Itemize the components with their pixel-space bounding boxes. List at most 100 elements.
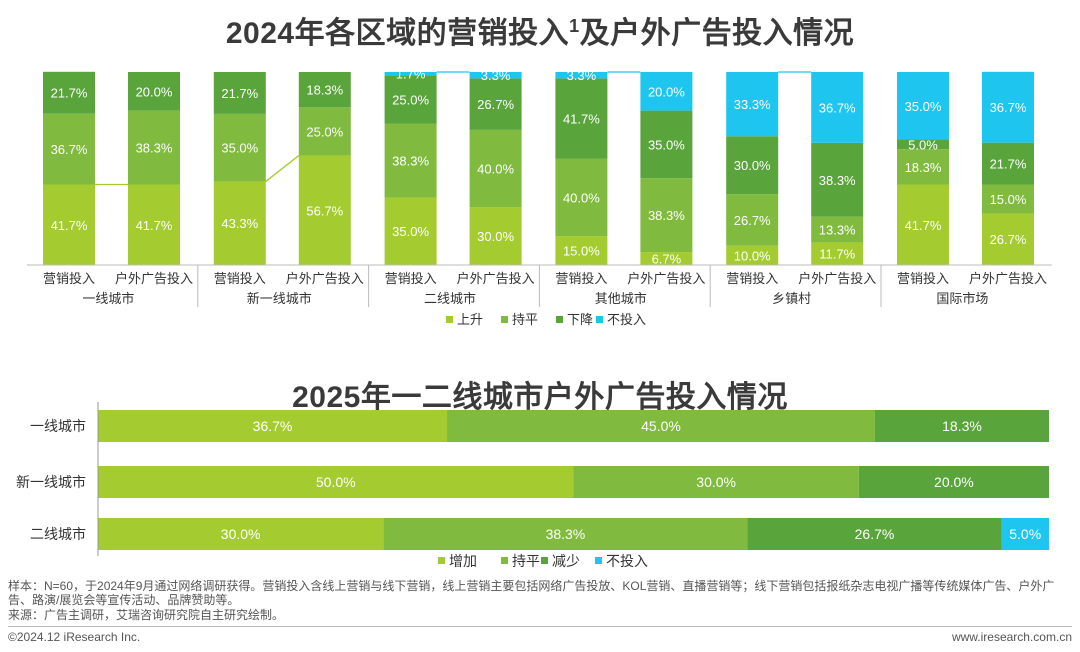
legend-swatch [438, 557, 445, 564]
bar-segment [858, 466, 1049, 498]
data-label: 35.0% [648, 137, 685, 152]
bar-segment [213, 113, 266, 182]
legend-swatch [541, 557, 548, 564]
footnote-source: 来源：广告主调研，艾瑞咨询研究院自主研究绘制。 [8, 608, 285, 622]
bar-segment [982, 142, 1034, 185]
data-label: 26.7% [477, 97, 514, 112]
bar-segment [128, 110, 180, 185]
bar-segment [213, 72, 266, 114]
legend-label: 下降 [567, 312, 593, 327]
data-label: 26.7% [855, 526, 895, 542]
legend-swatch [556, 316, 563, 323]
row-category-label: 新一线城市 [16, 474, 86, 490]
bar-category-label: 营销投入 [726, 271, 778, 286]
data-label: 35.0% [905, 99, 942, 114]
bar-category-label: 营销投入 [385, 271, 437, 286]
data-label: 18.3% [942, 418, 982, 434]
bar-segment [640, 72, 693, 111]
bar-segment [43, 71, 95, 114]
bar-segment [726, 194, 779, 246]
data-label: 20.0% [934, 474, 974, 490]
bar-segment [726, 72, 779, 137]
data-label: 6.7% [652, 252, 682, 267]
data-label: 18.3% [306, 83, 343, 98]
bar-segment [982, 213, 1034, 265]
bar-segment [811, 142, 864, 217]
bar-segment [384, 197, 437, 265]
data-label: 25.0% [306, 124, 343, 139]
data-label: 15.0% [563, 244, 600, 259]
bar-segment [640, 110, 693, 179]
data-label: 15.0% [990, 192, 1027, 207]
data-label: 26.7% [990, 232, 1027, 247]
bar-segment [128, 72, 180, 111]
bar-segment [982, 71, 1034, 143]
data-label: 41.7% [563, 112, 600, 127]
bar-segment [128, 184, 180, 265]
bar-category-label: 户外广告投入 [286, 271, 364, 286]
bar-category-label: 户外广告投入 [115, 271, 193, 286]
data-label: 45.0% [641, 418, 681, 434]
legend-label: 减少 [552, 553, 580, 569]
data-label: 30.0% [477, 229, 514, 244]
bar-segment [298, 155, 351, 265]
data-label: 18.3% [905, 160, 942, 175]
bar-segment [897, 139, 949, 150]
bar-segment [469, 129, 522, 208]
data-label: 21.7% [990, 157, 1027, 172]
legend-swatch [595, 557, 602, 564]
bar-segment [469, 72, 522, 79]
bar-segment [213, 181, 266, 265]
bar-segment [874, 410, 1049, 442]
data-label: 33.3% [734, 97, 771, 112]
data-label: 30.0% [696, 474, 736, 490]
bar-segment [555, 158, 608, 237]
footer-copyright: ©2024.12 iResearch Inc. [8, 630, 141, 644]
bar-segment [897, 184, 949, 265]
bar-category-label: 营销投入 [43, 271, 95, 286]
bar-segment [811, 216, 864, 243]
footer-divider [8, 626, 1072, 627]
group-label: 乡镇村 [772, 291, 811, 306]
legend-label: 不投入 [607, 312, 646, 327]
top-chart-title-tail: 及户外广告投入情况 [579, 17, 855, 50]
bar-segment [469, 78, 522, 130]
bar-segment [98, 410, 448, 442]
data-label: 40.0% [563, 190, 600, 205]
data-label: 36.7% [51, 142, 88, 157]
bar-category-label: 户外广告投入 [969, 271, 1047, 286]
data-label: 35.0% [221, 141, 258, 156]
legend-label: 持平 [512, 553, 540, 569]
group-label: 新一线城市 [247, 291, 312, 306]
bar-segment [384, 72, 437, 76]
data-label: 38.3% [136, 141, 173, 156]
data-label: 41.7% [905, 218, 942, 233]
data-label: 41.7% [136, 218, 173, 233]
data-label: 1.7% [396, 67, 426, 82]
bar-segment [982, 184, 1034, 214]
bottom-chart-title: 2025年一二线城市户外广告投入情况 [292, 381, 788, 414]
data-label: 56.7% [306, 203, 343, 218]
data-label: 10.0% [734, 248, 771, 263]
regional-investment-chart: 41.7% 36.7% 21.7% 营销投入 41.7% 38.3% 20.0% 户外广告投入… [27, 67, 1052, 327]
data-label: 36.7% [990, 100, 1027, 115]
data-label: 38.3% [546, 526, 586, 542]
bar-segment [726, 136, 779, 195]
bar-segment [747, 518, 1002, 550]
legend-label: 持平 [512, 312, 538, 327]
bar-segment [298, 107, 351, 156]
top-chart-title-footnote-mark: 1 [569, 16, 580, 36]
bar-segment [43, 184, 95, 265]
data-label: 5.0% [908, 137, 938, 152]
bar-segment [573, 466, 859, 498]
bar-category-label: 户外广告投入 [457, 271, 535, 286]
data-label: 3.3% [567, 68, 597, 83]
bar-segment [897, 149, 949, 185]
data-label: 11.7% [819, 247, 855, 262]
data-label: 40.0% [477, 162, 514, 177]
group-label: 国际市场 [936, 291, 988, 306]
footnote-sample: 样本：N=60，于2024年9月通过网络调研获得。营销投入含线上营销与线下营销，… [8, 579, 1055, 607]
bar-segment [555, 236, 608, 265]
bar-segment [384, 75, 437, 124]
legend-swatch [446, 316, 453, 323]
